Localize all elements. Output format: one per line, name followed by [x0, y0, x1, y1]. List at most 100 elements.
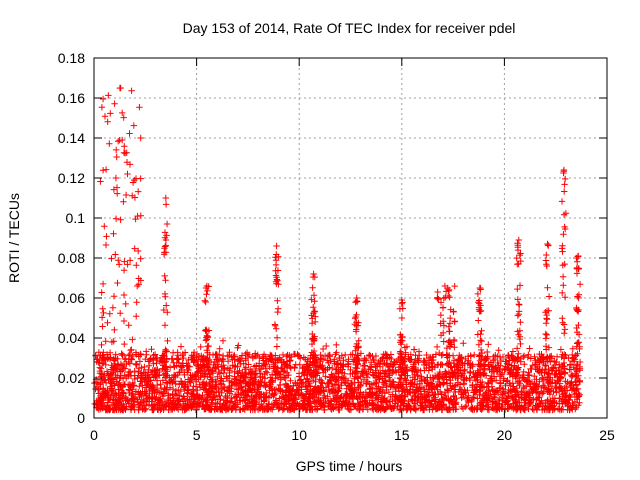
data-point [475, 353, 483, 360]
data-point [575, 265, 582, 273]
data-point [497, 380, 504, 387]
data-point [333, 349, 340, 356]
data-point [517, 358, 524, 365]
data-point [217, 377, 224, 384]
data-point [231, 376, 239, 383]
data-point [479, 378, 486, 386]
data-point [203, 332, 211, 339]
data-point [309, 394, 316, 401]
data-point [136, 383, 143, 390]
data-point [320, 366, 328, 373]
data-point [124, 261, 131, 268]
data-point [449, 399, 456, 406]
x-tick-label: 0 [90, 427, 98, 443]
data-point [121, 355, 128, 362]
data-point [475, 369, 482, 376]
data-point [196, 395, 204, 402]
data-point [508, 362, 515, 369]
data-point [452, 406, 459, 413]
data-point [392, 366, 399, 374]
data-point [489, 398, 497, 405]
data-point [390, 361, 397, 368]
data-point [539, 400, 547, 407]
data-point [241, 397, 248, 404]
data-point [224, 394, 231, 401]
data-point [485, 341, 492, 348]
data-point [476, 357, 484, 364]
data-point [195, 363, 202, 370]
data-point [521, 394, 529, 401]
data-point [439, 304, 447, 311]
data-point [125, 368, 132, 376]
data-point [114, 279, 121, 287]
data-point [292, 379, 299, 386]
data-point [164, 380, 171, 387]
data-point [389, 391, 396, 398]
data-point [115, 138, 122, 145]
data-point [507, 387, 514, 394]
data-point [561, 326, 569, 333]
data-point [374, 406, 382, 413]
data-point [109, 304, 117, 311]
data-point [150, 404, 158, 411]
data-point [539, 374, 546, 381]
data-point [172, 380, 179, 387]
data-point [430, 404, 437, 411]
data-point [531, 353, 538, 360]
data-point [485, 379, 492, 386]
data-point [460, 376, 467, 383]
data-point [421, 396, 428, 403]
data-point [153, 377, 161, 384]
data-point [356, 382, 364, 390]
x-tick-label: 25 [599, 427, 615, 443]
data-point [148, 346, 155, 353]
data-point [401, 344, 409, 351]
data-point [517, 340, 524, 348]
data-point [100, 359, 107, 367]
data-point [398, 296, 405, 304]
data-point [161, 243, 169, 250]
data-point [517, 406, 524, 413]
data-point [338, 374, 346, 381]
data-point [135, 247, 142, 255]
data-point [135, 188, 142, 195]
data-point [437, 320, 444, 327]
data-point [249, 377, 257, 384]
data-point [145, 366, 152, 374]
data-point [411, 376, 419, 383]
data-point [550, 364, 557, 371]
data-point [328, 380, 335, 388]
data-point [324, 357, 331, 364]
data-point [105, 92, 112, 99]
data-point [482, 357, 489, 364]
data-point [407, 406, 414, 413]
data-point [467, 352, 474, 359]
data-point [320, 398, 327, 406]
data-point [423, 374, 431, 381]
data-point [229, 356, 236, 363]
data-point [188, 404, 195, 412]
data-point [116, 261, 123, 268]
data-point [525, 405, 532, 413]
data-point [405, 401, 412, 409]
data-point [576, 343, 583, 350]
data-point [193, 362, 201, 369]
data-point [168, 355, 175, 362]
data-point [196, 381, 203, 388]
data-point [104, 389, 111, 396]
data-point [136, 104, 143, 111]
data-point [528, 365, 535, 373]
data-point [152, 373, 159, 381]
data-point [488, 366, 495, 373]
data-point [128, 396, 136, 404]
data-point [400, 385, 407, 393]
data-point [299, 379, 307, 386]
data-point [180, 384, 188, 391]
data-point [575, 252, 582, 260]
data-point [202, 356, 209, 363]
data-point [311, 308, 319, 315]
data-point [274, 357, 282, 364]
data-point [194, 368, 201, 375]
data-point [494, 366, 501, 374]
data-point [560, 231, 567, 238]
